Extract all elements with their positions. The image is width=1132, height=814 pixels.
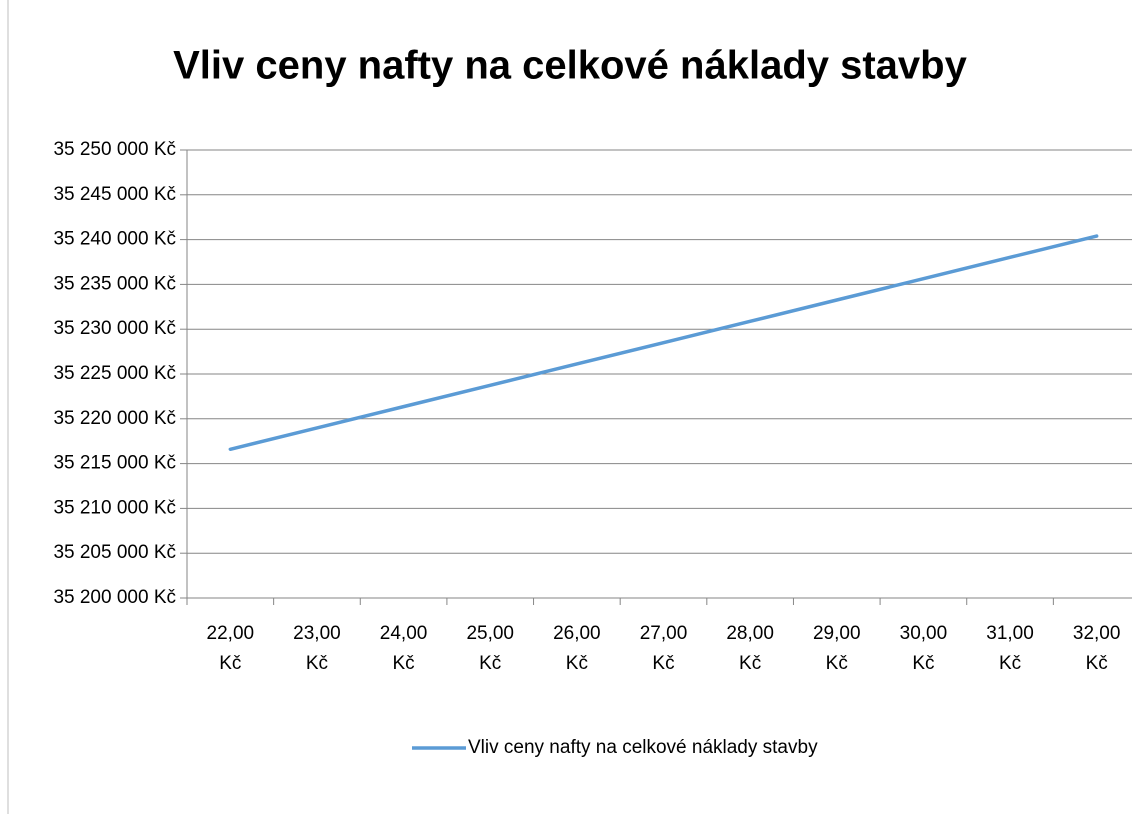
y-tick-label: 35 205 000 Kč [53, 542, 176, 563]
line-series [228, 234, 1099, 452]
x-tick-label: 27,00 Kč [639, 623, 688, 674]
y-tick-label: 35 240 000 Kč [53, 229, 176, 250]
y-tick-label: 35 200 000 Kč [53, 587, 176, 608]
legend-label: Vliv ceny nafty na celkové náklady stavb… [468, 737, 818, 758]
x-tick-label: 29,00 Kč [812, 623, 861, 674]
x-tick-label: 25,00 Kč [466, 623, 514, 674]
x-tick-label: 24,00 Kč [379, 623, 428, 674]
y-tick-label: 35 225 000 Kč [53, 363, 176, 384]
x-tick-label: 28,00 Kč [726, 623, 774, 674]
x-tick-label: 30,00 Kč [899, 623, 948, 674]
x-tick-label: 23,00 Kč [293, 623, 341, 674]
chart-title: Vliv ceny nafty na celkové náklady stavb… [173, 44, 967, 88]
x-tick-label: 26,00 Kč [553, 623, 601, 674]
y-tick-label: 35 230 000 Kč [53, 318, 176, 339]
y-tick-label: 35 245 000 Kč [53, 184, 176, 205]
y-tick-label: 35 235 000 Kč [53, 273, 176, 294]
y-tick-label: 35 220 000 Kč [53, 408, 176, 429]
x-tick-label: 32,00 Kč [1072, 623, 1121, 674]
y-tick-label: 35 215 000 Kč [53, 453, 176, 474]
y-tick-label: 35 210 000 Kč [53, 497, 176, 518]
y-tick-label: 35 250 000 Kč [53, 139, 176, 160]
x-tick-label: 31,00 Kč [986, 623, 1034, 674]
x-tick-label: 22,00 Kč [206, 623, 255, 674]
